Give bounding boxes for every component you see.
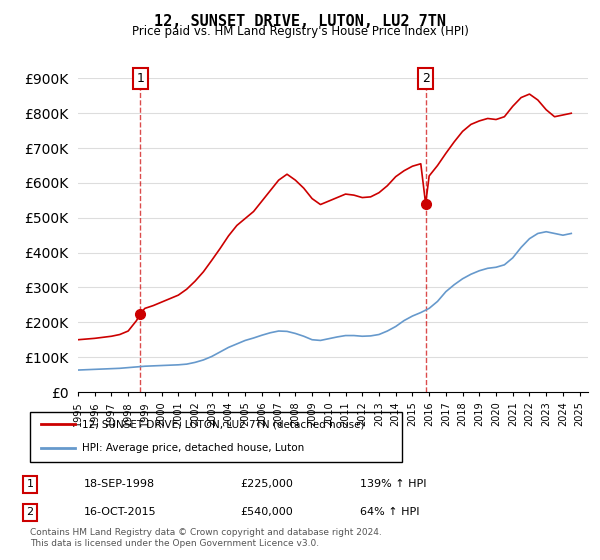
Text: 12, SUNSET DRIVE, LUTON, LU2 7TN: 12, SUNSET DRIVE, LUTON, LU2 7TN	[154, 14, 446, 29]
Text: Price paid vs. HM Land Registry's House Price Index (HPI): Price paid vs. HM Land Registry's House …	[131, 25, 469, 38]
Text: 12, SUNSET DRIVE, LUTON, LU2 7TN (detached house): 12, SUNSET DRIVE, LUTON, LU2 7TN (detach…	[82, 419, 365, 429]
Text: Contains HM Land Registry data © Crown copyright and database right 2024.
This d: Contains HM Land Registry data © Crown c…	[30, 528, 382, 548]
Text: 2: 2	[422, 72, 430, 85]
Text: £540,000: £540,000	[240, 507, 293, 517]
Text: 16-OCT-2015: 16-OCT-2015	[84, 507, 157, 517]
Text: 18-SEP-1998: 18-SEP-1998	[84, 479, 155, 489]
Text: 1: 1	[26, 479, 34, 489]
Text: 2: 2	[26, 507, 34, 517]
Text: 1: 1	[136, 72, 144, 85]
Text: £225,000: £225,000	[240, 479, 293, 489]
Text: HPI: Average price, detached house, Luton: HPI: Average price, detached house, Luto…	[82, 443, 304, 453]
Text: 139% ↑ HPI: 139% ↑ HPI	[360, 479, 427, 489]
Text: 64% ↑ HPI: 64% ↑ HPI	[360, 507, 419, 517]
